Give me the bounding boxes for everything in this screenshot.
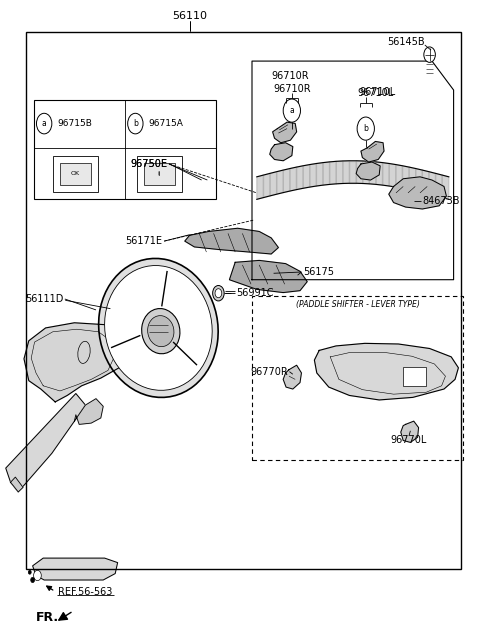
Text: 56110: 56110: [172, 11, 207, 21]
Polygon shape: [290, 167, 297, 191]
Polygon shape: [316, 163, 323, 186]
Text: 96715A: 96715A: [149, 119, 184, 128]
Polygon shape: [283, 168, 290, 193]
Ellipse shape: [98, 258, 218, 397]
Polygon shape: [363, 161, 369, 184]
Text: a: a: [289, 106, 294, 115]
Polygon shape: [416, 168, 422, 193]
Text: OK: OK: [71, 172, 80, 176]
Circle shape: [357, 117, 374, 140]
Text: ij: ij: [158, 172, 161, 176]
Polygon shape: [229, 260, 307, 293]
Circle shape: [128, 113, 143, 134]
Polygon shape: [376, 162, 383, 185]
Circle shape: [34, 570, 41, 581]
Polygon shape: [356, 162, 380, 180]
Text: a: a: [42, 119, 47, 128]
Polygon shape: [11, 477, 23, 492]
Bar: [53, 156, 98, 192]
Text: 56111D: 56111D: [25, 294, 63, 304]
Bar: [60, 163, 91, 185]
Polygon shape: [402, 166, 409, 190]
Text: 96750E: 96750E: [130, 159, 167, 169]
Polygon shape: [270, 172, 276, 196]
Text: 96710R: 96710R: [272, 71, 309, 81]
Polygon shape: [336, 161, 343, 184]
Polygon shape: [303, 165, 310, 188]
Polygon shape: [401, 421, 419, 442]
Text: 96770L: 96770L: [391, 435, 427, 446]
Polygon shape: [389, 163, 396, 187]
Ellipse shape: [142, 309, 180, 354]
Circle shape: [424, 47, 435, 62]
Polygon shape: [422, 170, 429, 194]
Bar: [144, 163, 175, 185]
Polygon shape: [429, 172, 435, 196]
Circle shape: [215, 289, 222, 298]
Text: 96710L: 96710L: [358, 88, 394, 98]
Polygon shape: [389, 177, 446, 209]
Bar: [252, 296, 463, 460]
Polygon shape: [356, 161, 363, 183]
Bar: [403, 367, 426, 386]
Text: 56991C: 56991C: [236, 287, 274, 298]
Ellipse shape: [148, 316, 174, 347]
Polygon shape: [273, 122, 297, 143]
Polygon shape: [369, 161, 376, 185]
Text: b: b: [133, 119, 138, 128]
Polygon shape: [396, 165, 402, 188]
Text: 96770R: 96770R: [250, 367, 288, 377]
Text: REF.56-563: REF.56-563: [58, 586, 112, 597]
Text: 56145B: 56145B: [387, 37, 425, 47]
Polygon shape: [310, 163, 316, 187]
Circle shape: [31, 577, 35, 583]
Polygon shape: [276, 170, 283, 194]
Text: FR.: FR.: [36, 611, 59, 624]
Polygon shape: [435, 174, 442, 197]
Polygon shape: [442, 175, 449, 199]
Polygon shape: [383, 163, 389, 186]
Circle shape: [28, 570, 31, 574]
Bar: [34, 100, 216, 199]
Polygon shape: [330, 161, 336, 185]
Bar: [137, 156, 182, 192]
Polygon shape: [343, 161, 349, 183]
Circle shape: [36, 113, 52, 134]
Polygon shape: [185, 228, 278, 254]
Polygon shape: [323, 162, 330, 185]
Polygon shape: [74, 399, 103, 424]
Text: 96710R: 96710R: [273, 84, 311, 94]
Text: 96710L: 96710L: [359, 87, 396, 97]
Text: 96750E: 96750E: [130, 159, 167, 169]
Circle shape: [283, 99, 300, 122]
Polygon shape: [264, 174, 270, 197]
Text: 56171E: 56171E: [125, 236, 162, 246]
Polygon shape: [314, 343, 458, 400]
Text: 96715B: 96715B: [58, 119, 93, 128]
Polygon shape: [257, 175, 264, 199]
Text: (PADDLE SHIFTER - LEVER TYPE): (PADDLE SHIFTER - LEVER TYPE): [296, 300, 420, 309]
Bar: [26, 32, 461, 569]
Polygon shape: [409, 167, 416, 191]
Polygon shape: [283, 365, 301, 389]
Polygon shape: [270, 143, 293, 161]
Polygon shape: [297, 166, 303, 190]
Text: 84673B: 84673B: [422, 195, 460, 206]
Polygon shape: [361, 141, 384, 162]
Text: 56175: 56175: [303, 267, 335, 277]
Polygon shape: [6, 394, 85, 492]
Polygon shape: [349, 161, 356, 183]
Polygon shape: [24, 323, 126, 402]
Circle shape: [213, 285, 224, 301]
Polygon shape: [33, 558, 118, 580]
Ellipse shape: [105, 266, 212, 390]
Text: b: b: [363, 124, 368, 133]
